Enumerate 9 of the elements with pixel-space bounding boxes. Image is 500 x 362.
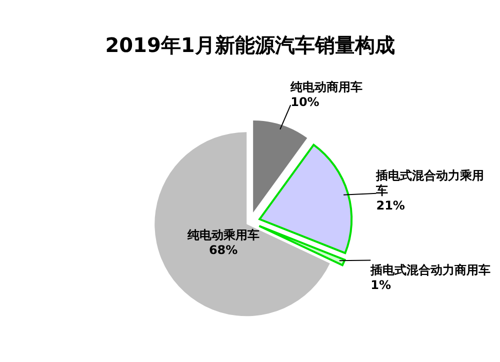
data-label: 68% xyxy=(208,242,238,257)
slice-label: 纯电动乘用车 xyxy=(186,228,260,242)
data-label: 21% xyxy=(376,198,405,212)
slice-label: 纯电动商用车 xyxy=(290,80,363,94)
chart-title: 2019年1月新能源汽车销量构成 xyxy=(105,33,395,57)
data-label: 10% xyxy=(290,94,320,109)
slice-label: 插电式混合动力乘用车 xyxy=(375,168,484,198)
slice-label: 插电式混合动力商用车 xyxy=(370,263,491,278)
data-label: 1% xyxy=(370,278,392,292)
